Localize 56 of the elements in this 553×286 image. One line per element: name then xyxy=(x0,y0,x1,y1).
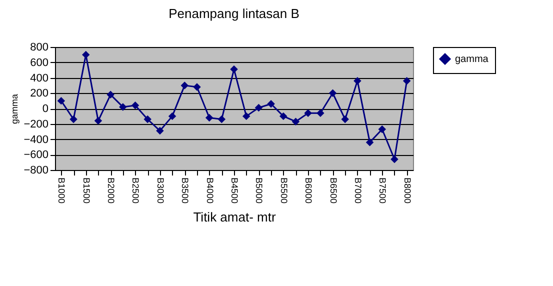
point xyxy=(218,115,226,124)
x-tick-label: B6500 xyxy=(328,178,338,204)
point xyxy=(156,126,164,135)
x-axis-title: Titik amat- mtr xyxy=(193,210,276,225)
point xyxy=(390,155,398,164)
legend-label: gamma xyxy=(455,54,489,65)
x-tick-label: B5000 xyxy=(254,178,264,204)
y-tick-label: 200 xyxy=(30,88,48,100)
point xyxy=(402,76,411,85)
point xyxy=(242,112,250,120)
y-tick-label: −800 xyxy=(24,164,48,176)
x-tick-label: B3000 xyxy=(155,178,166,204)
point xyxy=(316,109,324,117)
y-tick-label: −600 xyxy=(24,149,48,162)
x-tick-label: B1500 xyxy=(81,178,92,204)
point xyxy=(378,125,386,134)
chart-title: Penampang lintasan B xyxy=(168,6,300,21)
point xyxy=(94,116,102,125)
point xyxy=(57,96,66,105)
y-tick-label: −400 xyxy=(24,134,48,146)
point xyxy=(168,112,176,120)
x-tick-label: B3500 xyxy=(180,178,190,204)
y-tick-label: 0 xyxy=(42,103,48,115)
point xyxy=(144,115,152,124)
x-tick-label: B6000 xyxy=(304,178,314,204)
x-tick-label: B2000 xyxy=(106,178,116,204)
x-tick-label: B8000 xyxy=(402,178,412,204)
point xyxy=(106,90,114,99)
y-axis-title: gamma xyxy=(10,94,20,124)
point xyxy=(354,76,362,85)
y-tick-label: 800 xyxy=(30,42,48,54)
y-tick-label: −200 xyxy=(24,118,48,130)
x-tick-label: B7000 xyxy=(352,178,363,204)
point xyxy=(205,114,214,122)
x-tick-label: B4000 xyxy=(204,178,215,204)
point xyxy=(328,89,337,97)
y-tick-label: 400 xyxy=(30,72,48,84)
point xyxy=(341,115,349,124)
point xyxy=(292,118,300,126)
point xyxy=(119,103,127,111)
point xyxy=(180,82,188,90)
x-tick-label: B7500 xyxy=(378,178,388,204)
point xyxy=(131,102,140,110)
point xyxy=(366,138,374,146)
x-tick-label: B2500 xyxy=(130,178,141,204)
y-tick-label: 600 xyxy=(30,56,48,69)
point xyxy=(304,109,312,117)
point xyxy=(267,100,275,108)
point xyxy=(193,83,201,91)
x-tick-label: B4500 xyxy=(230,178,240,204)
point xyxy=(70,115,78,124)
point xyxy=(230,65,238,74)
point xyxy=(280,112,288,120)
x-tick-label: B5500 xyxy=(278,178,289,204)
point xyxy=(254,104,263,112)
x-tick-label: B1000 xyxy=(56,178,67,204)
